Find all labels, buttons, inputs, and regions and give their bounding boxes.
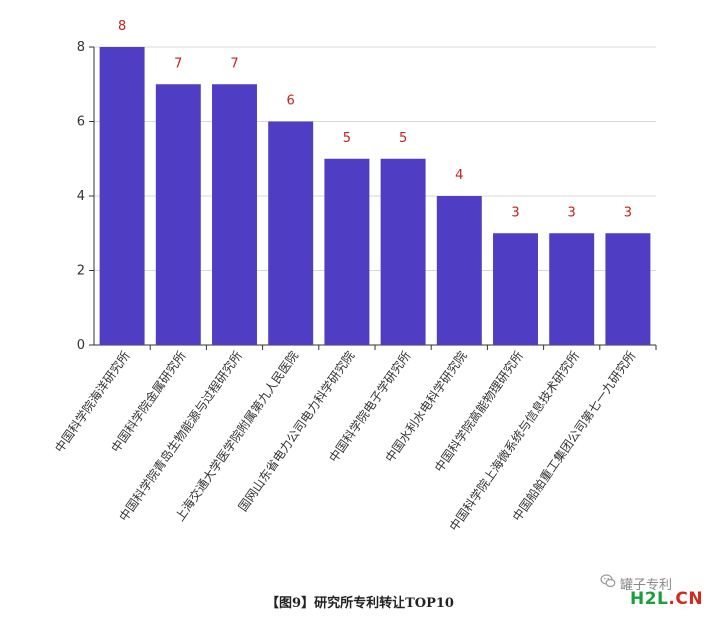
x-tick-label: 国网山东省电力公司电力科学研究院 [235, 348, 357, 514]
logo-part-cn: .CN [668, 589, 704, 609]
bar [380, 158, 426, 345]
x-tick-label: 上海交通大学医学院附属第九人民医院 [172, 348, 301, 524]
data-label: 7 [230, 56, 238, 71]
data-label: 5 [343, 131, 351, 146]
bar [268, 121, 314, 345]
data-label: 7 [174, 56, 182, 71]
bar-chart: 024688中国科学院海洋研究所7中国科学院金属研究所7中国科学院青岛生物能源与… [51, 19, 657, 534]
bar [99, 47, 145, 345]
wechat-icon [600, 574, 616, 588]
x-tick-label: 中国科学院青岛生物能源与过程研究所 [116, 348, 245, 524]
bar [605, 233, 651, 345]
bar [212, 84, 257, 345]
site-logo: H2L.CN [630, 589, 703, 609]
y-tick-label: 6 [77, 115, 85, 130]
data-label: 3 [511, 205, 519, 220]
bar [324, 158, 370, 345]
y-tick-label: 0 [77, 338, 85, 353]
y-tick-label: 8 [77, 40, 85, 55]
data-label: 8 [118, 19, 126, 34]
data-label: 5 [399, 131, 407, 146]
bar [549, 233, 595, 345]
data-label: 4 [455, 168, 463, 183]
bar [436, 196, 482, 345]
logo-part-h2l: H2L [630, 589, 669, 609]
y-tick-label: 4 [77, 189, 85, 204]
chart-caption: 【图9】研究所专利转让TOP10 [266, 596, 454, 611]
bar [493, 233, 538, 345]
watermark-text: 罐子专利 [620, 578, 673, 593]
data-label: 6 [287, 94, 295, 109]
y-tick-label: 2 [77, 264, 85, 279]
x-tick-label: 中国船舶重工集团公司第七一九研究所 [509, 348, 638, 524]
data-label: 3 [624, 205, 632, 220]
bar [155, 84, 201, 345]
data-label: 3 [568, 205, 576, 220]
